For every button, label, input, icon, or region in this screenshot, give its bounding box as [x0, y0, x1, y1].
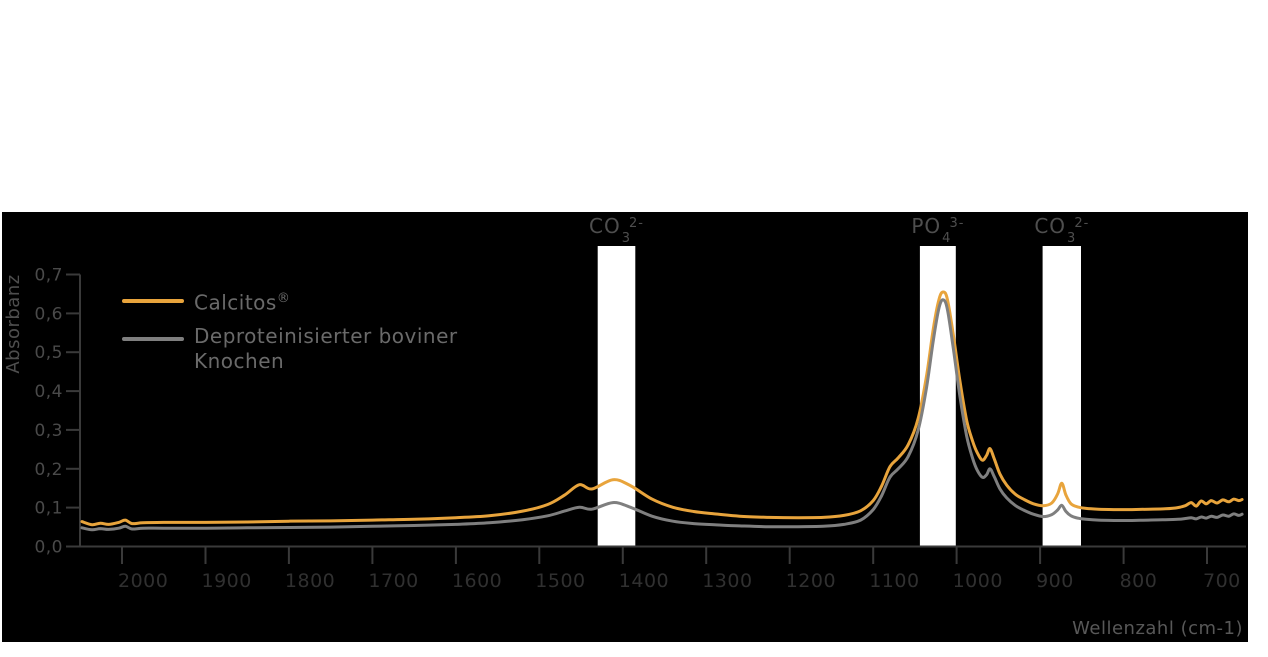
band-label-subscript: 4: [942, 231, 952, 246]
x-tick-label: 1800: [285, 570, 335, 592]
spectrum-curve-bovine-bone: [80, 298, 1244, 532]
spectrum-plot: 0,0 0,1 0,2 0,3 0,4 0,5 0,6 0,7 2000 1900 1800 1700…: [34, 246, 1246, 592]
x-tick-label: 1600: [452, 570, 502, 592]
x-tick-label: 1400: [619, 570, 669, 592]
x-tick-label: 700: [1203, 570, 1241, 592]
legend-label-calcitos: Calcitos®: [194, 286, 290, 316]
y-tick-label: 0,1: [34, 499, 63, 519]
band-label-base: PO: [911, 214, 942, 238]
legend-swatch-calcitos: [122, 299, 184, 303]
registered-trademark-mark: ®: [276, 291, 291, 306]
spectrum-chart-panel: 0,0 0,1 0,2 0,3 0,4 0,5 0,6 0,7 2000 1900 1800 1700…: [2, 212, 1248, 642]
y-tick-label: 0,4: [34, 382, 63, 402]
legend-label-text: Calcitos: [194, 290, 277, 315]
y-tick-label: 0,3: [34, 421, 63, 441]
x-tick-label: 1100: [869, 570, 919, 592]
x-tick-label: 800: [1120, 570, 1158, 592]
highlight-band: [1042, 246, 1081, 547]
x-tick-label: 1900: [202, 570, 252, 592]
band-label-superscript: 2-: [629, 216, 644, 231]
band-label-base: CO: [589, 214, 621, 238]
y-tick-label: 0,0: [34, 538, 63, 558]
x-tick-label: 1500: [535, 570, 585, 592]
x-tick-label: 2000: [118, 570, 168, 592]
legend-item-bovine-bone: Deproteinisierter boviner Knochen: [122, 324, 489, 374]
spectrum-curve-calcitos: [80, 290, 1244, 527]
x-tick-label: 1700: [368, 570, 418, 592]
y-tick-label: 0,5: [34, 343, 63, 363]
band-label-subscript: 3: [621, 231, 632, 246]
band-label-base: CO: [1034, 214, 1067, 238]
legend-swatch-bovine-bone: [122, 337, 184, 341]
y-tick-label: 0,6: [34, 304, 63, 324]
x-tick-label: 1000: [953, 570, 1003, 592]
band-label: PO43-: [911, 214, 965, 246]
band-label-superscript: 2-: [1074, 216, 1090, 231]
legend-label-bovine-bone: Deproteinisierter boviner Knochen: [194, 324, 458, 373]
legend-item-calcitos: Calcitos®: [122, 286, 290, 316]
x-tick-label: 1200: [786, 570, 836, 592]
x-tick-label: 1300: [702, 570, 752, 592]
y-tick-label: 0,2: [34, 460, 63, 480]
band-label: CO32-: [589, 214, 644, 246]
y-tick-label: 0,7: [34, 266, 63, 286]
band-label: CO32-: [1034, 214, 1090, 246]
band-label-superscript: 3-: [949, 216, 965, 231]
x-axis-title: Wellenzahl (cm-1): [1072, 618, 1243, 639]
band-label-subscript: 3: [1067, 231, 1077, 246]
highlight-band: [597, 246, 636, 547]
y-axis-title: Absorbanz: [3, 274, 24, 374]
x-tick-label: 900: [1036, 570, 1074, 592]
